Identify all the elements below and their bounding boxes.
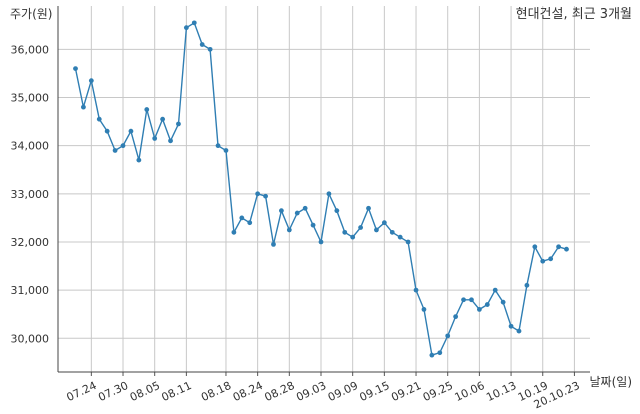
data-point <box>191 20 197 26</box>
y-tick-label: 32,000 <box>11 236 50 249</box>
x-tick-label: 07.24 <box>65 379 99 404</box>
data-point <box>136 157 142 163</box>
data-point <box>421 306 427 312</box>
data-point <box>81 104 86 110</box>
data-point <box>564 246 569 252</box>
data-point <box>484 302 490 307</box>
x-tick-label: 07.30 <box>96 379 130 404</box>
data-point <box>548 256 554 262</box>
data-point <box>302 205 308 211</box>
data-point <box>294 210 300 216</box>
data-point <box>429 352 435 358</box>
data-point <box>389 229 395 235</box>
data-point <box>128 128 134 134</box>
x-tick-label: 09.09 <box>326 379 360 404</box>
x-axis-label: 날짜(일) <box>590 375 632 389</box>
data-point <box>88 78 94 84</box>
data-point <box>326 191 332 197</box>
data-point <box>492 287 498 293</box>
data-point <box>104 128 110 134</box>
x-tick-label: 08.24 <box>231 379 265 404</box>
data-point <box>112 148 118 153</box>
data-point <box>524 282 530 288</box>
y-tick-label: 35,000 <box>11 92 50 105</box>
data-point <box>461 297 466 303</box>
data-point <box>310 222 316 228</box>
data-point <box>160 116 166 122</box>
data-point <box>263 193 268 199</box>
data-point <box>437 350 443 356</box>
data-point <box>73 66 78 72</box>
data-point <box>453 314 459 320</box>
data-point <box>366 205 371 211</box>
data-point <box>350 234 356 240</box>
data-point <box>215 143 221 149</box>
data-point <box>279 208 284 214</box>
data-point <box>516 328 522 334</box>
axes: 30,000 31,000 32,000 33,000 34,000 35,000 36,0… <box>11 6 590 411</box>
x-tick-label: 09.15 <box>358 379 392 404</box>
data-point <box>374 227 379 233</box>
x-tick-label: 08.28 <box>263 379 297 404</box>
data-point <box>476 306 482 312</box>
y-tick-label: 33,000 <box>11 188 50 201</box>
y-axis-label: 주가(원) <box>10 7 52 21</box>
data-point <box>508 323 514 329</box>
data-point <box>532 244 538 250</box>
data-point <box>120 143 126 149</box>
data-point <box>556 244 561 250</box>
chart-title: 현대건설, 최근 3개월 <box>516 7 632 22</box>
data-point <box>358 225 363 230</box>
series-layer <box>73 20 569 358</box>
data-point <box>413 287 419 293</box>
data-point <box>168 138 173 144</box>
data-point <box>397 234 403 240</box>
data-point <box>381 220 387 226</box>
y-tick-label: 34,000 <box>11 140 50 153</box>
data-point <box>199 42 205 47</box>
data-point <box>231 229 237 235</box>
data-point <box>183 25 189 31</box>
data-point <box>286 227 292 233</box>
data-point <box>445 333 451 339</box>
data-point <box>540 258 546 264</box>
x-tick-label: 10.13 <box>484 379 518 404</box>
x-tick-label: 10.06 <box>453 379 487 404</box>
data-point <box>144 107 150 112</box>
data-point <box>342 229 348 235</box>
y-tick-label: 31,000 <box>11 284 50 297</box>
data-point <box>207 46 213 52</box>
grid <box>58 6 590 372</box>
y-tick-label: 30,000 <box>11 332 50 345</box>
data-point <box>271 241 276 247</box>
data-point <box>255 191 261 197</box>
x-tick-label: 08.11 <box>160 379 194 404</box>
data-point <box>334 208 340 214</box>
y-tick-label: 36,000 <box>11 43 50 56</box>
x-tick-label: 09.21 <box>389 379 423 404</box>
data-point <box>223 148 229 153</box>
x-tick-label: 08.05 <box>128 379 162 404</box>
data-point <box>96 116 102 122</box>
data-point <box>469 297 474 303</box>
x-tick-label: 09.03 <box>294 379 328 404</box>
x-tick-label: 08.18 <box>199 379 233 404</box>
data-point <box>152 136 158 141</box>
data-point <box>239 215 245 221</box>
data-point <box>500 299 506 305</box>
data-point <box>176 121 181 127</box>
data-point <box>247 220 253 226</box>
data-point <box>405 239 411 245</box>
x-tick-label: 09.25 <box>421 379 455 404</box>
data-point <box>318 239 324 245</box>
